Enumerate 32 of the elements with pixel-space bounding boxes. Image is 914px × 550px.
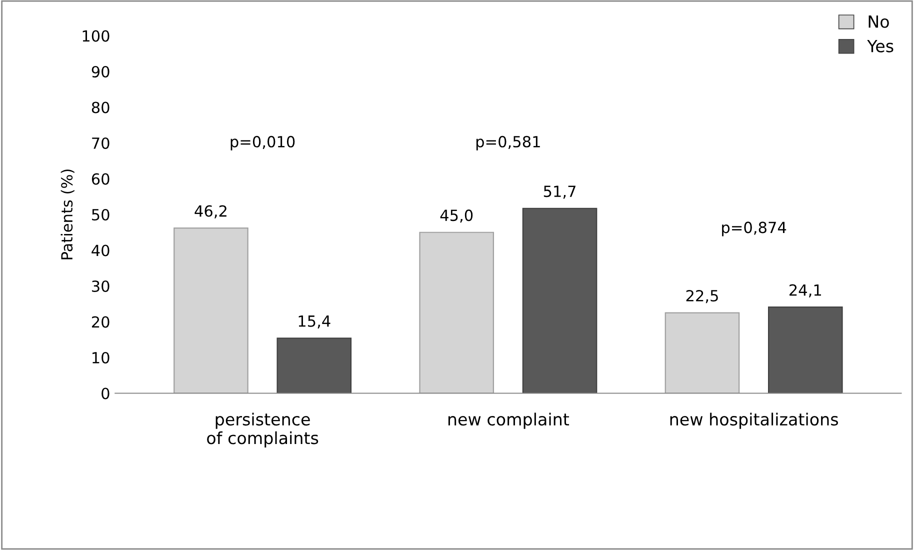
data-label: 51,7 [544,186,576,199]
data-label: 22,5 [686,290,718,304]
y-tick-label: 40 [92,244,110,256]
y-tick-label: 10 [92,352,110,364]
y-tick-label: 80 [92,102,110,114]
data-label: 24,1 [790,284,822,298]
y-axis-title: Patients (%) [60,170,74,260]
y-tick-label: 70 [92,137,110,150]
y-tick-label: 50 [92,208,110,221]
y-tick-label: 0 [102,388,110,400]
bar [768,306,843,394]
y-tick-label: 20 [92,316,110,328]
data-label: 46,2 [194,205,226,218]
y-tick-label: 30 [92,280,110,292]
y-tick-label: 90 [92,66,110,78]
x-tick-label: new hospitalizations [670,412,838,429]
annotation: p=0,581 [476,136,540,150]
y-tick-label: 60 [92,173,110,185]
legend-label: Yes [867,40,894,52]
bar [174,228,248,394]
annotation: p=0,874 [722,222,786,236]
x-tick-label: persistence of complaints [207,412,318,448]
data-label: 45,0 [440,210,473,223]
bar [664,312,740,394]
annotation: p=0,010 [230,136,295,150]
y-tick-label: 100 [82,30,110,42]
bar [522,208,598,394]
bar [276,338,352,394]
data-label: 15,4 [298,316,330,328]
x-tick-label: new complaint [448,412,570,429]
legend-label: No [868,16,889,28]
bar [419,232,494,394]
